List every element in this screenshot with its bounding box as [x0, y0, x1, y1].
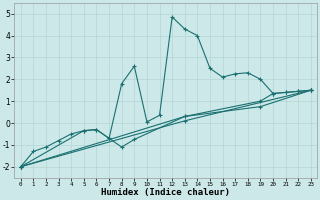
X-axis label: Humidex (Indice chaleur): Humidex (Indice chaleur): [101, 188, 230, 197]
